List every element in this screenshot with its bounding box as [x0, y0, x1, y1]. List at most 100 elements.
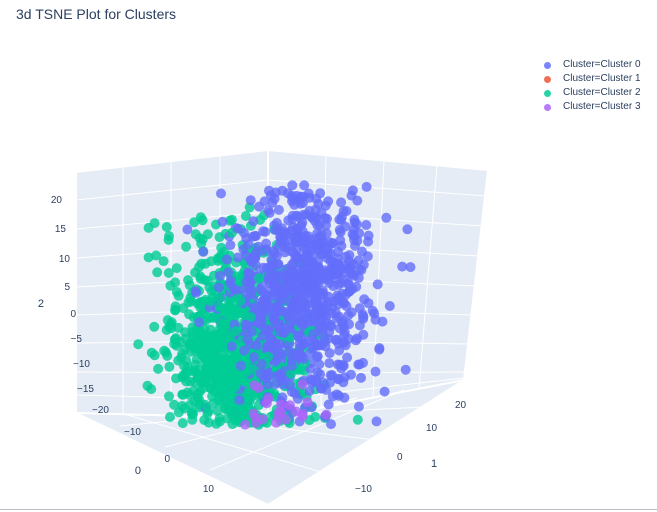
data-point-cluster-0	[325, 377, 336, 388]
data-point-cluster-0	[347, 185, 358, 196]
data-point-cluster-2	[171, 263, 182, 274]
data-point-cluster-0	[312, 367, 323, 378]
data-point-cluster-0	[264, 324, 275, 335]
data-point-cluster-2	[184, 366, 195, 377]
data-point-cluster-2	[133, 339, 144, 350]
data-point-cluster-0	[284, 296, 294, 307]
data-point-cluster-0	[216, 188, 226, 199]
data-point-cluster-2	[146, 384, 157, 395]
data-point-cluster-0	[313, 275, 324, 286]
data-point-cluster-2	[187, 414, 198, 425]
y-tick: 0	[397, 452, 403, 463]
data-point-cluster-0	[300, 338, 311, 349]
data-point-cluster-0	[320, 213, 330, 224]
data-point-cluster-2	[213, 355, 224, 365]
data-point-cluster-2	[164, 361, 175, 372]
data-point-cluster-0	[286, 386, 297, 397]
data-point-cluster-0	[279, 328, 289, 339]
data-point-cluster-2	[199, 275, 210, 285]
data-point-cluster-0	[257, 245, 268, 256]
data-point-cluster-2	[226, 392, 237, 403]
data-point-cluster-2	[203, 406, 214, 417]
data-point-cluster-2	[173, 290, 184, 301]
data-point-cluster-2	[177, 418, 188, 429]
data-point-cluster-0	[305, 348, 316, 359]
data-point-cluster-0	[255, 368, 266, 379]
data-point-cluster-2	[189, 217, 200, 228]
data-point-cluster-0	[243, 239, 254, 250]
z-axis-title: 2	[38, 298, 44, 310]
data-point-cluster-0	[354, 303, 365, 314]
data-point-cluster-0	[370, 314, 381, 325]
data-point-cluster-2	[229, 382, 240, 393]
data-point-cluster-0	[263, 302, 274, 313]
data-point-cluster-2	[169, 339, 180, 349]
data-point-cluster-0	[270, 225, 281, 235]
data-point-cluster-0	[292, 287, 303, 298]
data-point-cluster-0	[275, 369, 286, 380]
data-point-cluster-2	[232, 305, 243, 316]
data-point-cluster-0	[191, 287, 202, 298]
data-point-cluster-0	[405, 262, 416, 273]
data-point-cluster-0	[217, 216, 228, 227]
data-point-cluster-0	[263, 274, 274, 285]
data-point-cluster-3	[284, 400, 295, 411]
y-tick: −10	[355, 484, 372, 495]
data-point-cluster-0	[251, 340, 262, 351]
data-point-cluster-0	[245, 288, 256, 299]
data-point-cluster-0	[283, 215, 294, 226]
z-tick: −10	[73, 359, 90, 370]
data-point-cluster-0	[226, 341, 237, 352]
data-point-cluster-3	[321, 409, 332, 420]
data-point-cluster-0	[336, 240, 347, 251]
data-point-cluster-2	[161, 222, 172, 232]
data-point-cluster-3	[297, 411, 308, 422]
data-point-cluster-3	[302, 397, 313, 408]
legend-marker	[544, 90, 551, 97]
data-point-cluster-2	[235, 295, 246, 306]
data-point-cluster-0	[194, 317, 205, 328]
data-point-cluster-2	[220, 303, 231, 313]
data-point-cluster-2	[161, 325, 172, 335]
data-point-cluster-0	[372, 279, 383, 290]
data-point-cluster-0	[324, 348, 335, 359]
y-axis: 20 10 0 −10 1	[355, 400, 467, 495]
data-point-cluster-0	[240, 250, 251, 261]
data-point-cluster-2	[243, 401, 254, 412]
data-point-cluster-2	[245, 312, 256, 323]
data-point-cluster-0	[353, 272, 364, 283]
z-tick: 20	[51, 195, 63, 206]
data-point-cluster-0	[250, 231, 261, 241]
data-point-cluster-2	[216, 242, 227, 253]
data-point-cluster-0	[338, 206, 349, 217]
data-point-cluster-0	[397, 261, 408, 272]
data-point-cluster-2	[165, 280, 176, 291]
data-point-cluster-0	[267, 342, 278, 353]
data-point-cluster-2	[214, 232, 225, 243]
points-layer	[133, 180, 416, 430]
z-tick: 10	[59, 254, 71, 265]
data-point-cluster-0	[225, 240, 236, 251]
data-point-cluster-0	[264, 207, 275, 218]
data-point-cluster-2	[165, 412, 175, 422]
data-point-cluster-0	[332, 253, 343, 264]
data-point-cluster-0	[295, 191, 306, 202]
data-point-cluster-0	[362, 251, 373, 262]
data-point-cluster-2	[224, 215, 235, 226]
data-point-cluster-2	[224, 373, 235, 384]
data-point-cluster-0	[313, 262, 324, 273]
data-point-cluster-0	[280, 227, 290, 238]
data-point-cluster-2	[151, 250, 162, 261]
x-tick: 10	[203, 484, 215, 495]
data-point-cluster-0	[280, 274, 291, 285]
data-point-cluster-0	[370, 366, 381, 377]
data-point-cluster-0	[305, 374, 316, 385]
data-point-cluster-0	[331, 334, 342, 345]
data-point-cluster-0	[260, 226, 271, 237]
z-tick: −15	[77, 384, 94, 395]
data-point-cluster-0	[266, 284, 277, 295]
legend-marker	[544, 76, 551, 83]
data-point-cluster-3	[253, 383, 264, 393]
data-point-cluster-0	[381, 212, 392, 223]
